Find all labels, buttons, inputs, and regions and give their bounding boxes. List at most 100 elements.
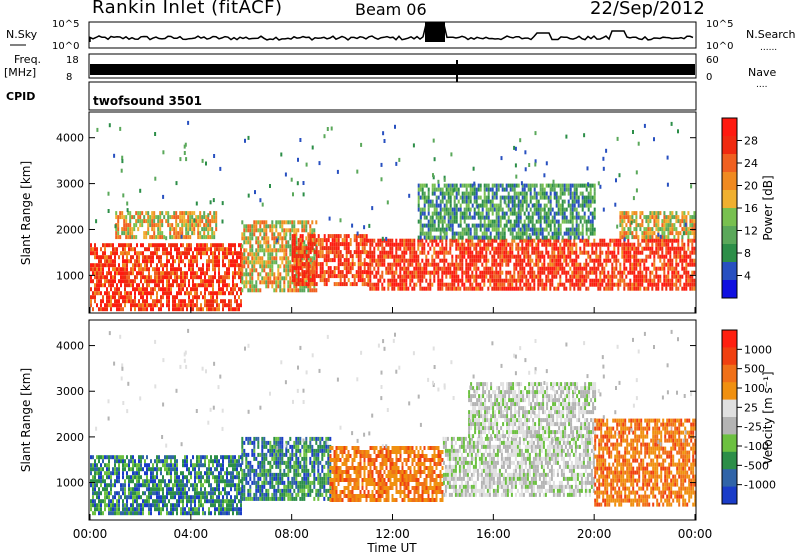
echo-cell [389,278,392,283]
echo-cell [133,215,136,220]
echo-cell [451,227,454,232]
echo-cell [208,279,210,284]
echo-cell [317,274,320,279]
echo-cell [683,211,686,216]
echo-cell [567,219,570,224]
echo-cell [661,231,664,236]
echo-cell [557,211,560,216]
echo-cell [525,199,528,204]
echo-cell [305,266,308,271]
echo-cell [539,183,542,188]
echo-cell [693,270,696,275]
echo-cell [439,235,442,240]
echo-cell [116,307,118,312]
echo-cell [161,223,164,228]
echo-cell [651,211,654,216]
echo-cell [599,238,602,243]
echo-cell [527,258,530,263]
echo-cell [483,195,486,200]
echo-cell [168,275,170,280]
echo-cell [499,278,502,283]
echo-cell [457,274,460,279]
echo-cell [335,246,338,251]
echo-cell [499,262,502,267]
echo-cell [102,459,104,464]
echo-cell [120,243,122,248]
echo-cell [671,278,674,283]
echo-cell [547,199,550,204]
echo-cell [555,266,558,271]
echo-cell [593,191,596,196]
echo-cell [343,242,346,247]
echo-cell [493,274,496,279]
echo-cell [353,250,356,255]
echo-cell [417,270,420,275]
echo-cell [405,266,408,271]
echo-cell [563,246,566,251]
echo-cell [269,228,272,233]
echo-cell [92,455,94,460]
echo-cell [573,207,576,212]
echo-cell [179,231,182,236]
echo-cell [255,248,258,253]
echo-cell [115,211,118,216]
echo-cell [501,250,504,255]
echo-cell [681,238,684,243]
echo-cell [491,286,494,291]
echo-cell [439,203,442,208]
echo-cell [98,495,100,500]
echo-cell [577,262,580,267]
echo-cell [503,215,506,220]
echo-cell [671,286,674,291]
echo-cell [126,243,128,248]
echo-cell [583,215,586,220]
echo-cell [443,227,446,232]
echo-cell [170,287,172,292]
echo-cell [128,299,130,304]
echo-cell [146,267,148,272]
echo-cell [263,280,266,285]
echo-cell [255,228,258,233]
echo-cell [627,246,630,251]
echo-cell [521,242,524,247]
echo-cell [649,274,652,279]
echo-cell [305,276,308,281]
echo-cell [417,203,420,208]
echo-cell [571,246,574,251]
echo-cell [130,291,132,296]
echo-cell [613,258,616,263]
echo-cell [220,275,222,280]
echo-cell [535,254,538,259]
echo-cell [681,246,684,251]
echo-cell [212,303,214,308]
echo-cell [639,266,642,271]
echo-cell [209,200,212,205]
echo-cell [681,219,684,224]
echo-cell [671,266,674,271]
echo-cell [100,259,102,264]
echo-cell [535,274,538,279]
echo-cell [311,246,314,251]
echo-cell [655,274,658,279]
echo-cell [489,250,492,255]
echo-cell [623,286,626,291]
echo-cell [513,203,516,208]
echo-cell [247,240,250,245]
echo-cell [309,224,312,229]
echo-cell [545,235,548,240]
echo-cell [581,235,584,240]
echo-cell [432,138,435,143]
echo-cell [267,248,270,253]
echo-cell [200,243,202,248]
echo-cell [545,246,548,251]
echo-cell [178,267,180,272]
echo-cell [172,267,174,272]
echo-cell [112,483,114,488]
echo-cell [119,211,122,216]
echo-cell [367,250,370,255]
echo-cell [429,219,432,224]
echo-cell [657,242,660,247]
echo-cell [389,250,392,255]
echo-cell [647,278,650,283]
